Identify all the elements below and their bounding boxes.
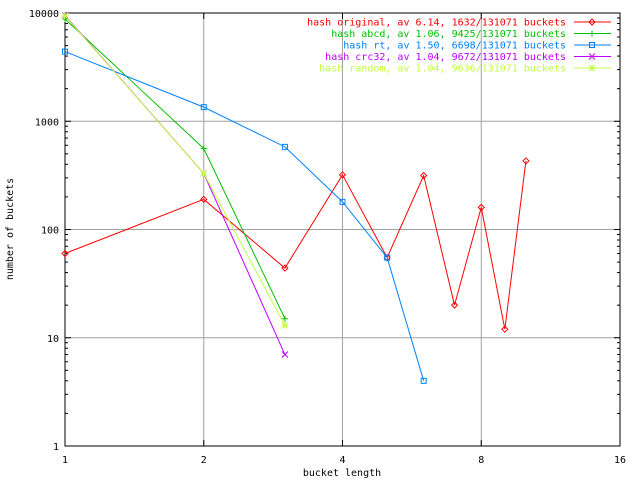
grid [65, 13, 620, 446]
legend-label: hash abcd, av 1.06, 9425/131071 buckets [331, 29, 566, 40]
y-tick-label: 100 [41, 226, 59, 237]
legend-label: hash crc32, av 1.04, 9672/131071 buckets [325, 52, 566, 63]
data-point [200, 104, 207, 111]
y-tick-label: 1000 [35, 117, 59, 128]
data-point [588, 64, 596, 72]
legend-label: hash original, av 6.14, 1632/131071 buck… [307, 18, 566, 29]
series-1 [61, 157, 530, 333]
y-tick-label: 1 [53, 442, 59, 453]
legend-item: hash original, av 6.14, 1632/131071 buck… [307, 18, 611, 29]
data-point [339, 198, 346, 205]
x-tick-label: 1 [62, 455, 68, 466]
data-point [61, 12, 69, 20]
data-point [501, 325, 509, 333]
data-point [588, 18, 596, 26]
series-line [64, 51, 425, 381]
data-point [281, 264, 289, 272]
x-axis-label: bucket length [303, 468, 381, 479]
x-axis: 1 2 4 8 16 [62, 13, 626, 466]
legend-item: hash crc32, av 1.04, 9672/131071 buckets [325, 52, 611, 63]
legend-item: hash abcd, av 1.06, 9425/131071 buckets [331, 29, 611, 40]
series-group [61, 12, 530, 384]
data-point [477, 203, 485, 212]
data-point [61, 249, 69, 258]
data-point [281, 351, 289, 358]
data-point [588, 53, 596, 60]
y-tick-label: 10000 [29, 9, 59, 20]
data-point [62, 48, 68, 55]
y-tick-label: 10 [47, 334, 59, 345]
y-axis: 1 10 100 1000 10000 [29, 9, 620, 453]
data-point [281, 322, 289, 329]
legend-label: hash random, av 1.04, 9636/131071 bucket… [319, 64, 566, 75]
series-5 [61, 12, 289, 329]
x-tick-label: 16 [614, 455, 626, 466]
data-point [419, 171, 428, 180]
y-axis-label: number of buckets [5, 178, 16, 280]
data-point [338, 171, 347, 179]
legend-item: hash rt, av 1.50, 6698/131071 buckets [343, 41, 611, 52]
data-point [281, 143, 288, 150]
series-line [64, 15, 286, 326]
data-point [589, 42, 595, 48]
data-point [384, 254, 391, 261]
x-tick-label: 4 [339, 455, 345, 466]
legend: hash original, av 6.14, 1632/131071 buck… [307, 18, 611, 75]
x-tick-label: 8 [478, 455, 484, 466]
data-point [450, 301, 459, 309]
data-point [589, 30, 595, 37]
data-point [522, 157, 530, 165]
data-point [200, 170, 208, 177]
series-line [64, 18, 286, 319]
legend-label: hash rt, av 1.50, 6698/131071 buckets [343, 41, 566, 52]
data-point [200, 145, 207, 152]
data-point [281, 315, 288, 322]
legend-item: hash random, av 1.04, 9636/131071 bucket… [319, 64, 611, 75]
series-2 [62, 16, 288, 322]
data-point [420, 377, 427, 384]
x-tick-label: 2 [201, 455, 207, 466]
series-line [64, 15, 286, 355]
data-point [200, 195, 208, 204]
series-3 [62, 48, 427, 384]
